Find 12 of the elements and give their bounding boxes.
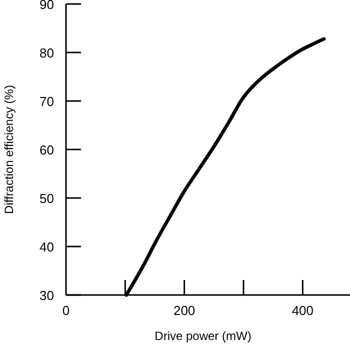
y-tick-label: 70 xyxy=(40,94,54,109)
y-tick-label: 90 xyxy=(40,0,54,12)
x-tick-label: 0 xyxy=(62,303,70,318)
x-tick-label: 200 xyxy=(173,303,196,318)
y-tick-label: 50 xyxy=(40,191,54,206)
y-tick-label: 30 xyxy=(40,288,54,303)
x-tick-label: 400 xyxy=(292,303,314,318)
y-tick-label: 40 xyxy=(40,240,54,254)
x-axis-title: Drive power (mW) xyxy=(154,329,252,343)
y-tick-label: 80 xyxy=(40,46,54,60)
y-tick-label: 60 xyxy=(40,142,54,158)
y-axis-title: Diffraction efficiency (%) xyxy=(2,85,16,214)
